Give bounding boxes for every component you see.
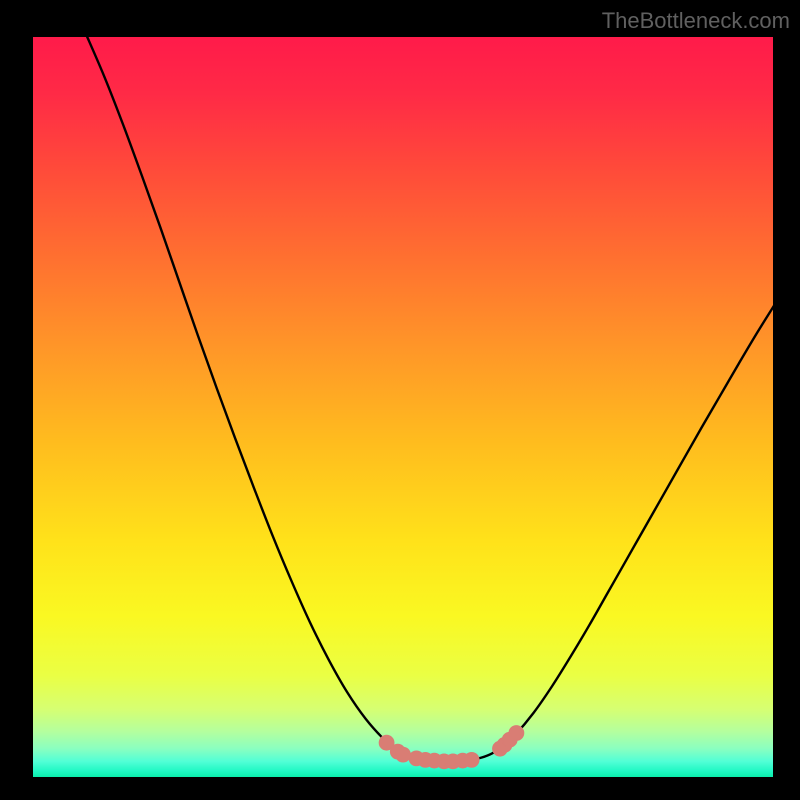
plot-area — [30, 34, 776, 780]
gradient-background — [30, 34, 776, 780]
curve-marker — [396, 747, 411, 762]
chart-svg — [30, 34, 776, 780]
watermark-text: TheBottleneck.com — [602, 8, 790, 34]
curve-marker — [464, 752, 479, 767]
curve-marker — [509, 726, 524, 741]
